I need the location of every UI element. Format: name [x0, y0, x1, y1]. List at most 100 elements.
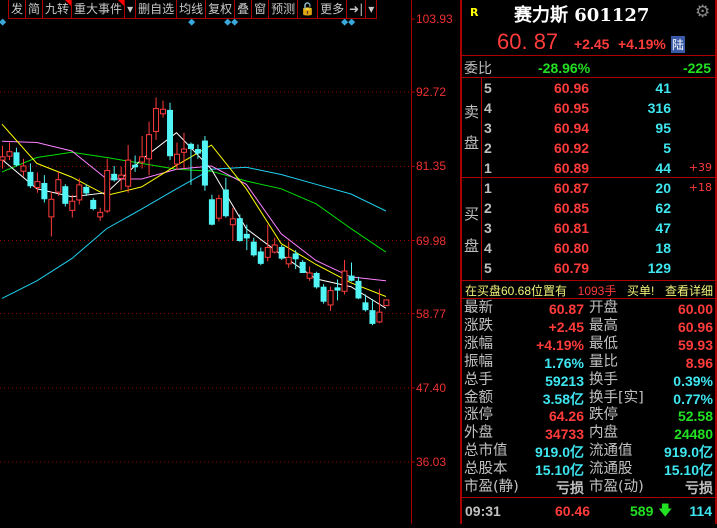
candle-body-down — [111, 173, 118, 181]
candle-body-up — [34, 181, 41, 189]
order-book-row[interactable]: 1 60.87 20 +18 — [482, 180, 715, 199]
stat-value: 0.77% — [673, 390, 713, 407]
toolbar-button[interactable]: 🔓 — [298, 0, 319, 18]
stat-row: 涨幅 +4.19% 最低 59.93 — [464, 336, 715, 353]
stat-label: 换手[实] — [589, 389, 644, 406]
toolbar-button[interactable]: 均线 — [177, 0, 207, 18]
stat-row: 涨停 64.26 跌停 52.58 — [464, 407, 715, 424]
stat-label: 最低 — [589, 335, 618, 352]
book-price: 60.92 — [554, 140, 590, 156]
order-book-row[interactable]: 1 60.89 44 +39 — [482, 160, 715, 179]
stat-row: 市盈(静) 亏损 市盈(动) 亏损 — [464, 479, 715, 496]
stat-value: 60.00 — [677, 301, 713, 317]
price-tick-label: 36.03 — [416, 455, 447, 469]
stat-label: 最新 — [464, 300, 493, 316]
ma20-line — [1, 140, 386, 282]
stat-label: 流通值 — [589, 443, 633, 460]
toolbar-button[interactable]: ➜| — [347, 0, 367, 18]
book-price: 60.89 — [554, 160, 590, 176]
order-book-row[interactable]: 4 60.95 316 — [482, 100, 715, 119]
candle-body-down — [167, 109, 174, 157]
toolbar-button[interactable]: 复权 — [206, 0, 236, 18]
kline-chart[interactable]: 发简九转 重大事件 ▾ 删自选 均线 复权叠窗预测 🔓 更多 ➜| ▾ 103.93 92.72 81… — [0, 0, 460, 524]
candle-body-down — [369, 310, 376, 324]
stat-label: 市盈(静) — [464, 479, 519, 495]
toolbar-button[interactable]: 更多 — [318, 0, 348, 18]
stat-label: 量比 — [589, 353, 618, 370]
stat-label: 涨跌 — [464, 317, 493, 334]
candle-body-down — [208, 199, 215, 225]
candle-body-down — [355, 280, 362, 299]
toolbar-button[interactable]: 发 — [9, 0, 27, 18]
level: 2 — [484, 140, 492, 156]
book-delta: +18 — [688, 181, 712, 194]
book-price: 60.94 — [554, 120, 590, 136]
stat-value: 34733 — [545, 426, 584, 443]
gear-icon[interactable]: ⚙ — [695, 2, 711, 22]
stat-label: 涨停 — [464, 407, 493, 424]
candle-body-down — [194, 149, 201, 154]
candle-body-up — [125, 159, 132, 187]
book-volume: 316 — [647, 100, 671, 116]
stat-value: 1.76% — [544, 354, 584, 371]
candle-body-down — [250, 241, 257, 256]
book-price: 60.95 — [554, 100, 590, 116]
candle-body-down — [90, 199, 97, 210]
toolbar-button[interactable]: 窗 — [252, 0, 270, 18]
stat-value: 15.10亿 — [534, 462, 584, 479]
order-book-row[interactable]: 4 60.80 18 — [482, 240, 715, 259]
book-price: 60.96 — [554, 80, 590, 96]
toolbar-button[interactable]: 九转 — [43, 0, 73, 18]
order-book-row[interactable]: 5 60.79 129 — [482, 260, 715, 279]
toolbar-button[interactable]: 删自选 — [136, 0, 178, 18]
stat-label: 总市值 — [464, 443, 508, 460]
candle-body-down — [348, 275, 355, 281]
order-book-row[interactable]: 2 60.92 5 — [482, 140, 715, 159]
toolbar-button[interactable]: ▾ — [125, 0, 137, 18]
candle-body-up — [139, 156, 146, 163]
arrow-down-icon: 🡇 — [658, 503, 673, 519]
price-tick-label: 69.98 — [416, 233, 447, 248]
ma10-line — [1, 123, 387, 297]
book-price: 60.79 — [554, 260, 590, 276]
stat-label: 跌停 — [589, 407, 618, 424]
book-volume: 129 — [647, 260, 671, 276]
candle-body-down — [320, 286, 327, 302]
candle-body-up — [69, 200, 76, 211]
buy-label: 买 — [464, 205, 480, 223]
stat-value: 15.10亿 — [663, 462, 713, 479]
buy-label-2: 盘 — [464, 237, 480, 255]
stat-row: 总市值 919.0亿 流通值 919.0亿 — [464, 443, 715, 460]
book-price: 60.87 — [554, 180, 590, 196]
notice-qty: 1093手 — [577, 284, 617, 298]
market-badge: 陆 — [671, 36, 686, 53]
order-book-row[interactable]: 3 60.94 95 — [482, 120, 715, 139]
tick-count: 114 — [689, 503, 712, 519]
view-detail-link[interactable]: 查看详细 — [664, 284, 713, 298]
book-price: 60.80 — [554, 240, 590, 256]
webi-label: 委比 — [464, 61, 492, 77]
candle-body-up — [48, 198, 55, 218]
order-book-row[interactable]: 5 60.96 41 — [482, 80, 715, 99]
stat-value: 64.26 — [548, 408, 584, 425]
book-volume: 18 — [655, 240, 671, 256]
toolbar-button[interactable]: 预测 — [269, 0, 299, 18]
order-book-row[interactable]: 2 60.85 62 — [482, 200, 715, 219]
candle-body-up — [76, 184, 83, 201]
candle-body-up — [271, 244, 278, 253]
candle-body-up — [55, 179, 62, 193]
candle-body-up — [327, 290, 334, 306]
candle-body-up — [215, 198, 222, 219]
stat-label: 最高 — [589, 317, 618, 334]
event-diamond-icon — [348, 18, 356, 26]
stat-row: 最新 60.87 开盘 60.00 — [464, 300, 715, 317]
toolbar-button[interactable]: 简 — [26, 0, 44, 18]
toolbar-button[interactable]: 叠 — [235, 0, 253, 18]
book-volume: 62 — [655, 200, 671, 216]
toolbar-button[interactable]: 重大事件 — [72, 0, 126, 18]
toolbar-button[interactable]: ▾ — [366, 0, 378, 18]
stat-value: 919.0亿 — [534, 444, 584, 461]
level: 4 — [484, 240, 492, 256]
level: 3 — [484, 120, 492, 136]
order-book-row[interactable]: 3 60.81 47 — [482, 220, 715, 239]
